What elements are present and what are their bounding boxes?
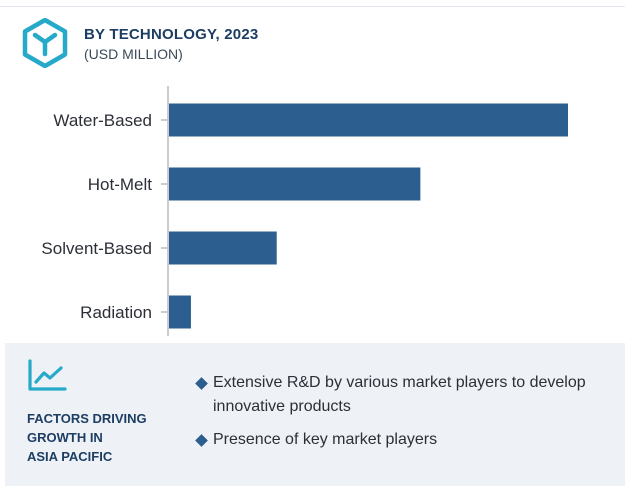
bar-water-based [169,103,568,137]
factor-text: Extensive R&D by various market players … [213,374,586,415]
bar-radiation [169,295,191,329]
growth-factors-panel: FACTORS DRIVING GROWTH IN ASIA PACIFIC E… [5,343,625,486]
category-label: Solvent-Based [41,239,152,258]
factor-item: Presence of key market players [195,428,615,452]
factors-title-line: FACTORS DRIVING [27,411,147,426]
cube-logo-icon [22,18,68,68]
diamond-bullet-icon [195,434,208,447]
category-label: Radiation [80,303,152,322]
chart-subtitle: (USD MILLION) [84,46,183,62]
category-label: Water-Based [53,111,152,130]
factor-text: Presence of key market players [213,431,438,448]
top-divider [0,0,625,7]
bar-chart: Water-Based Hot-Melt Solvent-Based Radiatio… [41,86,568,336]
category-label: Hot-Melt [88,175,153,194]
factors-list: Extensive R&D by various market players … [195,371,615,461]
factor-item: Extensive R&D by various market players … [195,371,615,419]
bar-solvent-based [169,231,277,265]
factors-title-line: GROWTH IN [27,430,103,445]
factors-title-line: ASIA PACIFIC [27,449,113,464]
diamond-bullet-icon [195,377,208,390]
line-chart-icon [28,359,67,391]
chart-title: BY TECHNOLOGY, 2023 [84,26,259,43]
factors-title: FACTORS DRIVING GROWTH IN ASIA PACIFIC [27,409,187,466]
bar-hot-melt [169,167,421,201]
